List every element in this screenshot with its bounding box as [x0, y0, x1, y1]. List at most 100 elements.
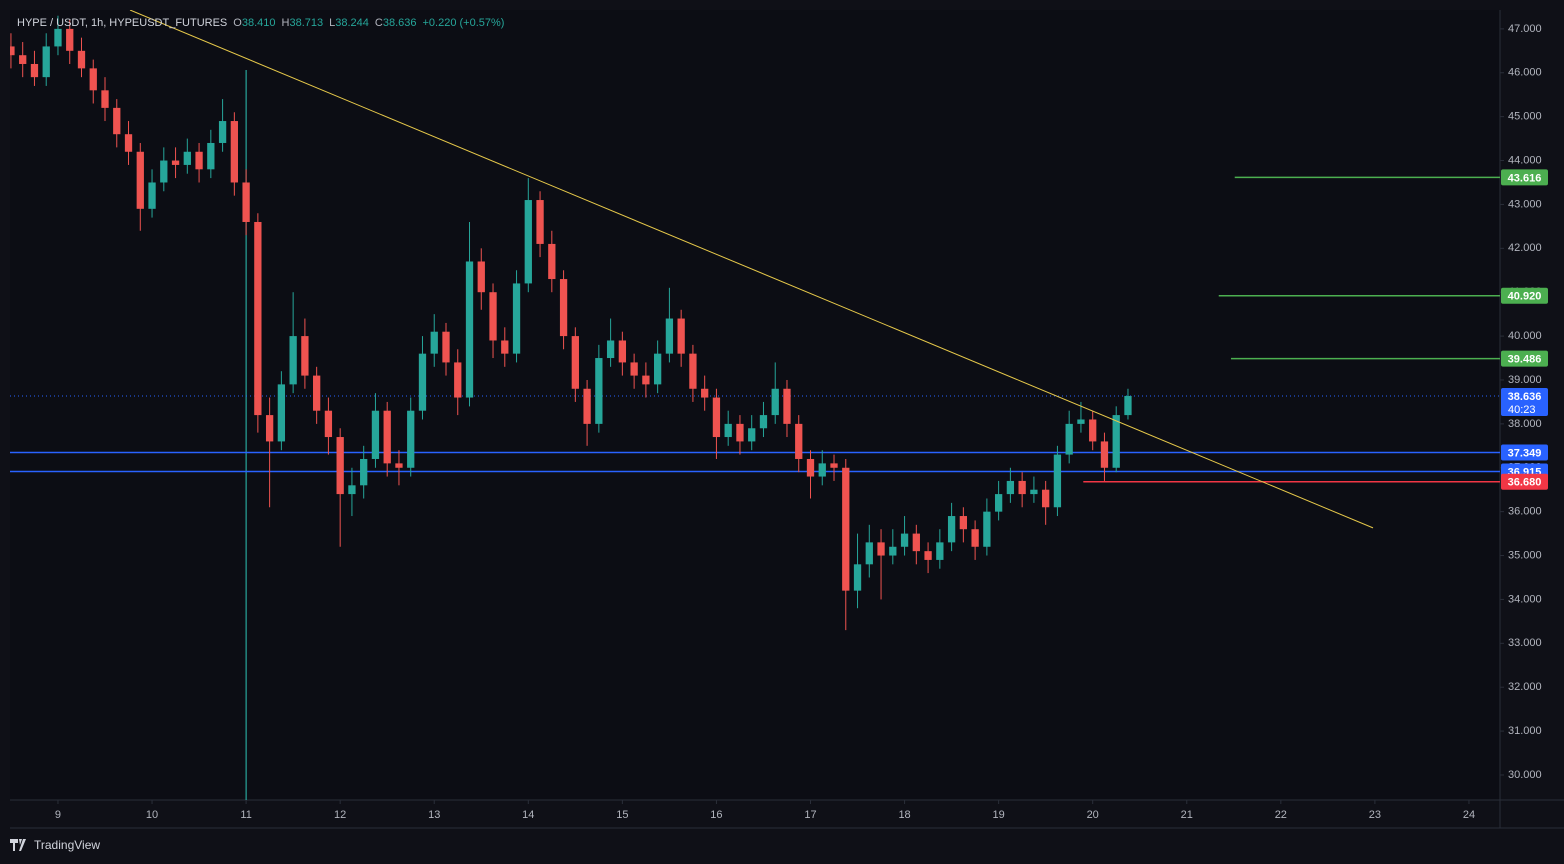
y-tick-label: 40.000: [1508, 330, 1542, 342]
candle-body: [924, 551, 932, 560]
level-label-box: [1501, 287, 1548, 304]
candle-body: [19, 55, 27, 64]
candle-body: [66, 28, 74, 51]
candle-body: [277, 384, 286, 442]
candle-body: [736, 423, 744, 442]
ohlc-key: O: [233, 17, 242, 29]
candle-body: [465, 261, 474, 398]
candle-body: [407, 410, 415, 468]
x-tick-label: 13: [428, 809, 440, 821]
ohlc-item: L38.244: [329, 17, 369, 29]
candle-body: [289, 336, 297, 385]
x-tick-label: 20: [1087, 809, 1099, 821]
level-label: 40.920: [1508, 291, 1542, 303]
candle-body: [371, 410, 380, 459]
candle-body: [113, 107, 121, 135]
candle-body: [301, 336, 309, 376]
candle-body: [1030, 489, 1038, 495]
candle-body: [971, 529, 979, 547]
candle-body: [395, 463, 403, 468]
level-label-box: [1501, 473, 1548, 490]
candle-body: [1112, 415, 1120, 468]
candle-body: [1077, 419, 1085, 424]
candle-body: [1042, 489, 1050, 508]
y-tick-label: 35.000: [1508, 549, 1542, 561]
candle-body: [442, 331, 450, 363]
candle-body: [536, 200, 544, 244]
x-tick-label: 19: [993, 809, 1005, 821]
y-tick-label: 32.000: [1508, 681, 1542, 693]
y-tick-label: 30.000: [1508, 769, 1542, 781]
countdown: 40:23: [1508, 404, 1536, 416]
symbol: HYPE / USDT, 1h, HYPEUSDT_FUTURES: [17, 17, 228, 29]
candle-body: [712, 397, 721, 438]
candle-body: [1053, 454, 1062, 508]
y-tick-label: 42.000: [1508, 242, 1542, 254]
candle-body: [783, 388, 791, 424]
candle-body: [360, 458, 368, 486]
candle-body: [748, 428, 756, 442]
candle-body: [524, 200, 532, 284]
y-tick-label: 43.000: [1508, 198, 1542, 210]
candle-body: [30, 63, 39, 78]
candle-body: [548, 243, 556, 280]
x-tick-label: 22: [1275, 809, 1287, 821]
candle-body: [1065, 423, 1073, 455]
candle-body: [701, 388, 709, 398]
candle-body: [10, 46, 15, 56]
candle-body: [324, 410, 333, 438]
candle-body: [230, 121, 238, 183]
trendline: [129, 10, 1374, 529]
candle-body: [842, 467, 850, 591]
candle-body: [89, 68, 97, 91]
ohlc-item: C38.636: [375, 17, 417, 29]
candle-body: [124, 134, 133, 152]
x-tick-label: 21: [1181, 809, 1193, 821]
x-tick-label: 23: [1369, 809, 1381, 821]
candle-body: [1089, 419, 1097, 442]
axes: 30.000 31.000 32.000 33.000 34.000 35.000 36.0…: [55, 23, 1548, 821]
candle-body: [912, 533, 920, 552]
candle-body: [1006, 480, 1015, 495]
ohlc-value: 38.636: [382, 17, 417, 29]
y-tick-label: 36.000: [1508, 506, 1542, 518]
candle-body: [771, 388, 779, 416]
candle-body: [265, 415, 274, 442]
x-tick-label: 10: [146, 809, 158, 821]
ohlc-item: H38.713: [282, 17, 324, 29]
candle-body: [171, 160, 180, 165]
candle-body: [348, 485, 356, 495]
x-tick-label: 16: [710, 809, 722, 821]
candle-body: [501, 340, 509, 354]
candle-body: [759, 415, 768, 429]
candle-body: [136, 151, 144, 209]
candle-body: [877, 542, 885, 556]
candle-body: [994, 494, 1003, 512]
candle-body: [959, 516, 968, 530]
candle-body: [559, 279, 568, 337]
candle-body: [1018, 480, 1026, 495]
brand-name: TradingView: [34, 838, 101, 852]
candle-body: [571, 336, 579, 389]
candle-body: [618, 340, 627, 363]
candle-body: [583, 388, 591, 424]
x-tick-label: 24: [1463, 809, 1475, 821]
y-tick-label: 45.000: [1508, 111, 1542, 123]
x-tick-label: 12: [334, 809, 346, 821]
candle-body: [853, 564, 862, 591]
ohlc-value: 38.713: [289, 17, 324, 29]
ohlc-key: H: [281, 17, 290, 29]
candle-body: [606, 340, 615, 359]
candle-body: [195, 151, 203, 170]
y-tick-label: 46.000: [1508, 67, 1542, 79]
level-label: 36.680: [1508, 477, 1542, 489]
candle-body: [795, 423, 803, 459]
candle-body: [418, 353, 427, 411]
x-tick-label: 14: [522, 809, 534, 821]
candle-body: [313, 375, 321, 411]
candle-body: [489, 292, 497, 341]
candle-body: [865, 542, 873, 565]
level-label: 43.616: [1508, 172, 1542, 184]
candle-body: [806, 458, 815, 477]
